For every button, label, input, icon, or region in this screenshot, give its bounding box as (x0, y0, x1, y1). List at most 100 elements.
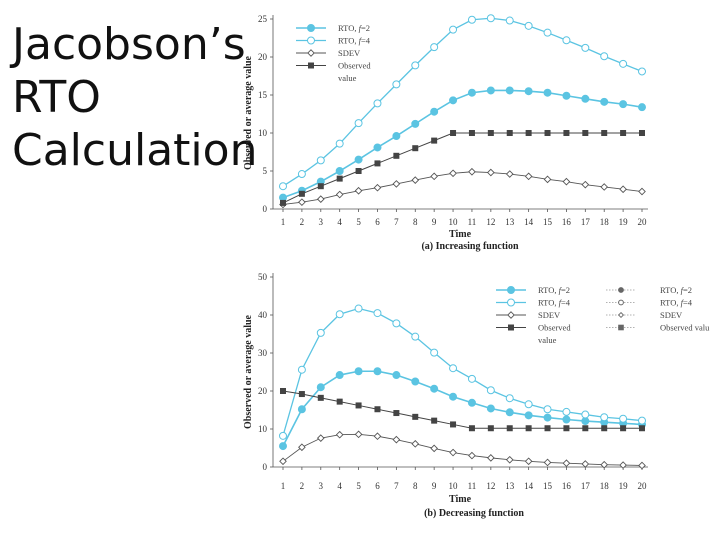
y-tick-label: 10 (258, 424, 268, 434)
x-tick-label: 15 (543, 481, 553, 491)
y-tick-label: 0 (263, 204, 268, 214)
chart-a-ylabel: Observed or average value (243, 55, 254, 170)
y-tick-label: 15 (258, 90, 268, 100)
point-observed (298, 190, 305, 197)
point-observed (393, 152, 400, 159)
x-tick-label: 18 (600, 217, 610, 227)
slide-title: Jacobson’s RTO Calculation (12, 18, 258, 177)
x-tick-label: 10 (449, 481, 459, 491)
chart-increasing: Observed or average value Time (a) Incre… (243, 14, 648, 252)
point-sdev (430, 172, 438, 181)
legend-label: Observed (338, 61, 371, 71)
point-rto2 (467, 88, 476, 97)
point-rto2 (335, 371, 344, 380)
series-line-observed (282, 390, 642, 429)
point-observed (355, 402, 362, 409)
y-tick-label: 10 (258, 128, 268, 138)
point-sdev (316, 195, 325, 203)
x-tick-label: 9 (432, 481, 437, 491)
point-rto4 (467, 15, 476, 24)
point-rto4 (543, 28, 552, 37)
x-tick-label: 4 (337, 481, 342, 491)
x-tick-label: 4 (337, 217, 342, 227)
x-tick-label: 14 (524, 481, 534, 491)
legend-marker-sdev (307, 49, 315, 57)
point-observed (506, 129, 513, 136)
x-tick-label: 16 (562, 217, 572, 227)
legend-marker-sdev (507, 311, 515, 319)
point-sdev (619, 461, 627, 469)
point-rto4 (335, 310, 344, 319)
x-tick-label: 5 (356, 217, 361, 227)
point-sdev (524, 172, 533, 181)
x-tick-label: 11 (468, 217, 477, 227)
point-rto4 (411, 61, 420, 70)
point-rto2 (354, 367, 363, 376)
point-rto4 (486, 386, 495, 395)
point-rto4 (638, 416, 646, 425)
point-observed (620, 425, 627, 432)
point-observed (620, 129, 627, 136)
point-observed (601, 129, 608, 136)
x-tick-label: 20 (638, 217, 648, 227)
point-rto2 (373, 367, 382, 376)
point-observed (279, 199, 286, 206)
legend2-marker (618, 299, 624, 306)
x-tick-label: 19 (619, 481, 629, 491)
point-observed (639, 129, 646, 136)
series-line-sdev (282, 433, 643, 466)
point-rto4 (316, 328, 325, 337)
point-sdev (392, 180, 401, 188)
point-observed (563, 425, 570, 432)
point-observed (582, 129, 589, 136)
y-tick-label: 5 (263, 166, 268, 176)
y-tick-label: 20 (258, 386, 268, 396)
x-tick-label: 3 (319, 217, 324, 227)
x-tick-label: 19 (619, 217, 629, 227)
point-observed (450, 421, 457, 428)
point-rto2 (449, 96, 458, 105)
chart-b-ylabel: Observed or average value (243, 314, 254, 429)
point-rto2 (543, 88, 552, 97)
point-observed (336, 398, 343, 405)
point-sdev (619, 185, 627, 194)
point-sdev (373, 432, 382, 441)
x-tick-label: 2 (300, 481, 305, 491)
point-rto4 (430, 348, 439, 357)
legend2-marker (617, 311, 625, 319)
x-tick-label: 9 (432, 217, 437, 227)
point-observed (431, 137, 438, 144)
point-sdev (487, 454, 495, 462)
point-observed (487, 425, 494, 432)
slide-title-line-3: Calculation (12, 125, 258, 176)
legend2-label: Observed valu (660, 323, 710, 333)
point-rto4 (524, 400, 533, 409)
point-rto2 (486, 86, 495, 95)
point-rto4 (505, 16, 514, 25)
point-rto4 (581, 43, 590, 52)
legend-marker-rto4 (507, 298, 515, 307)
point-rto2 (354, 155, 363, 164)
x-tick-label: 15 (543, 217, 553, 227)
point-sdev (638, 461, 646, 470)
point-rto2 (392, 132, 401, 141)
legend2-label: SDEV (660, 310, 683, 320)
point-observed (355, 167, 362, 174)
point-rto4 (392, 319, 401, 328)
point-observed (487, 129, 494, 136)
point-rto2 (467, 398, 476, 407)
legend-marker-rto2 (307, 24, 315, 32)
point-observed (601, 425, 608, 432)
point-observed (336, 175, 343, 182)
x-tick-label: 18 (600, 481, 610, 491)
point-rto2 (411, 377, 420, 386)
point-sdev (543, 175, 552, 184)
point-sdev (562, 177, 571, 186)
point-rto4 (297, 365, 306, 374)
legend2-marker (618, 287, 624, 293)
point-rto4 (581, 410, 590, 419)
chart-b-legend-secondary: RTO, f=2 RTO, f=4 SDEV Observed valu (606, 285, 710, 333)
y-tick-label: 50 (258, 272, 268, 282)
point-sdev (505, 170, 514, 178)
chart-b-legend: RTO, f=2 RTO, f=4 SDEV Observed value (496, 285, 571, 345)
